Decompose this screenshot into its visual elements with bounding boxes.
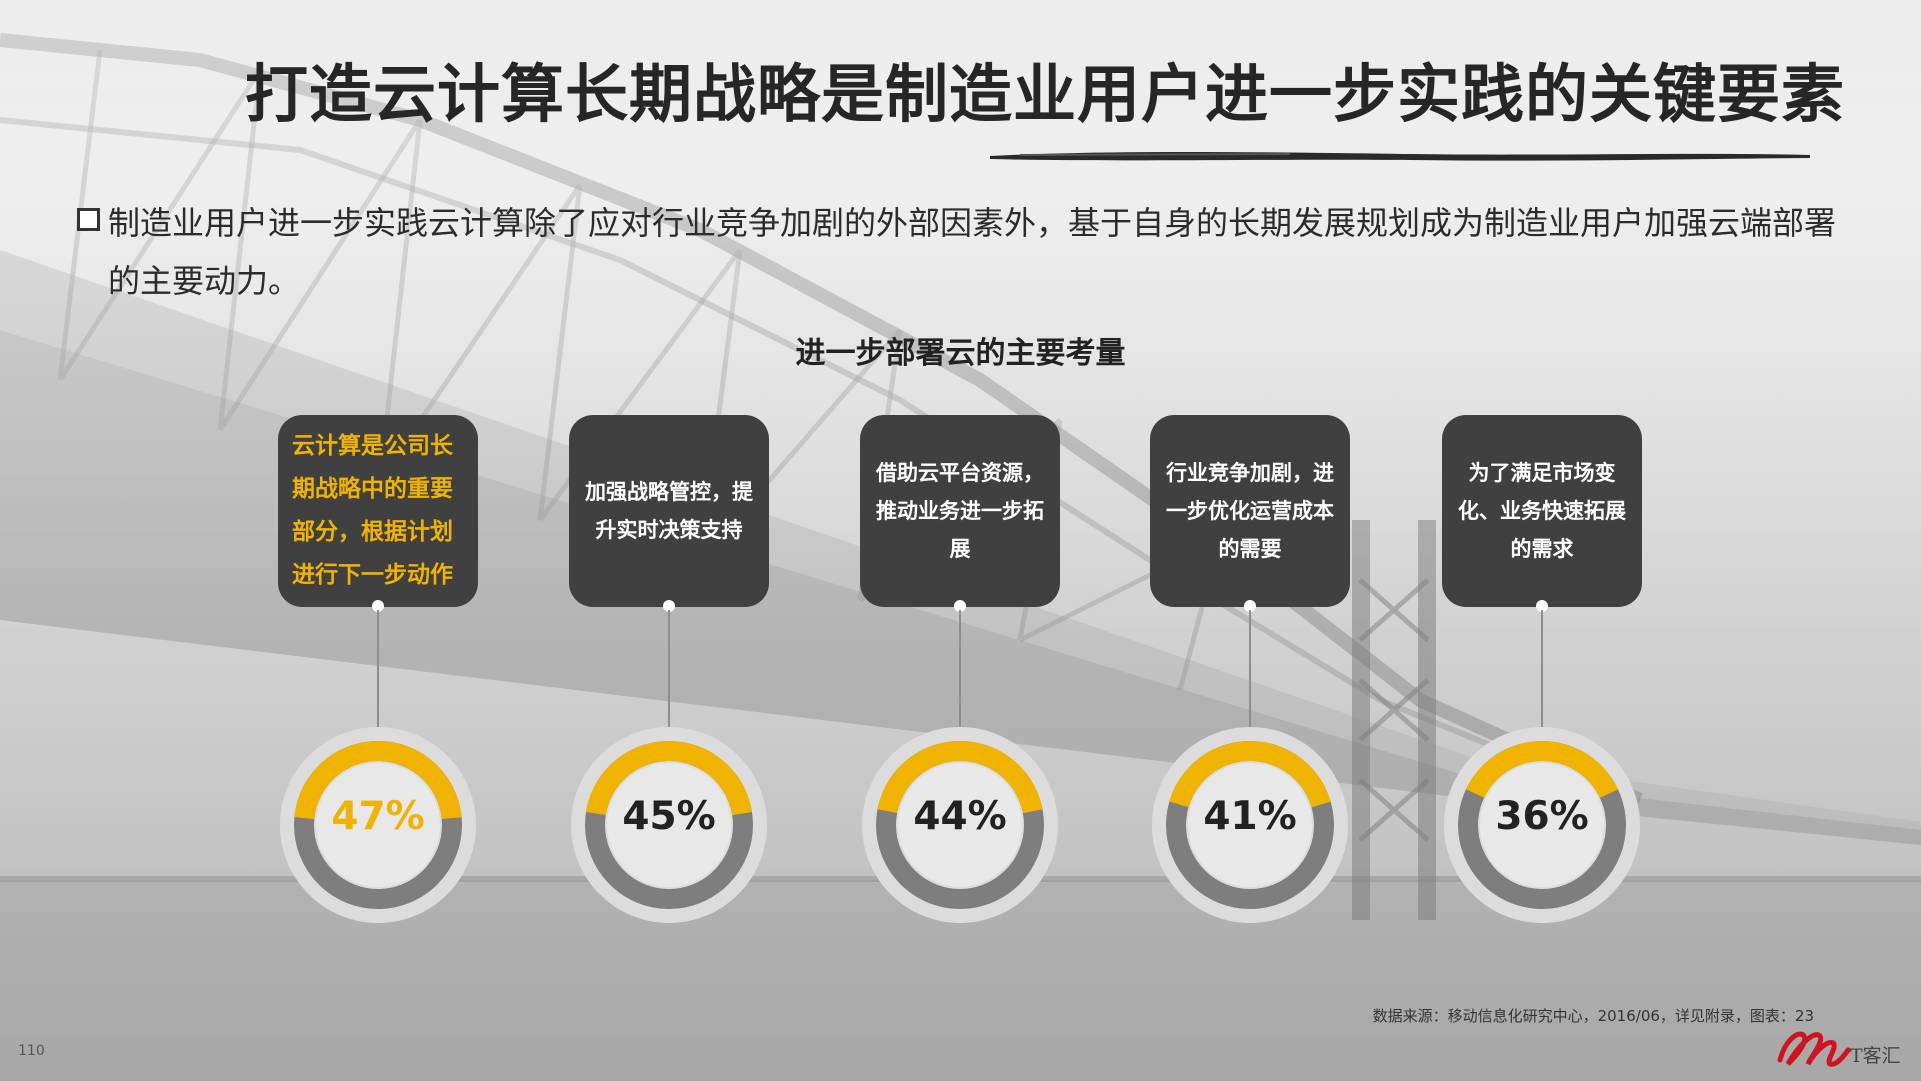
- category-card: 行业竞争加剧，进一步优化运营成本的需要: [1150, 415, 1350, 607]
- donut-ring: [571, 727, 767, 923]
- donut-center-disc: [1188, 763, 1312, 887]
- chart-title: 进一步部署云的主要考量: [795, 336, 1126, 371]
- connector-line: [668, 610, 670, 728]
- category-label: 行业竞争加剧，进一步优化运营成本的需要: [1166, 461, 1334, 561]
- category-label: 借助云平台资源，推动业务进一步拓展: [876, 461, 1044, 561]
- data-source-note: 数据来源：移动信息化研究中心，2016/06，详见附录，图表：23: [1372, 1007, 1814, 1025]
- category-label: 为了满足市场变化、业务快速拓展的需求: [1458, 461, 1626, 561]
- connector-dot: [663, 600, 675, 612]
- donut-center-disc: [316, 763, 440, 887]
- connector-line: [959, 610, 961, 728]
- logo-mark-icon: [1777, 1031, 1851, 1067]
- connector-line: [377, 610, 379, 728]
- percent-label: 47%: [331, 794, 425, 839]
- category-card: 为了满足市场变化、业务快速拓展的需求: [1442, 415, 1642, 607]
- donut-center-disc: [1480, 763, 1604, 887]
- page-number: 110: [18, 1043, 45, 1059]
- intro-paragraph: 制造业用户进一步实践云计算除了应对行业竞争加剧的外部因素外，基于自身的长期发展规…: [108, 204, 1837, 300]
- connector-dot: [372, 600, 384, 612]
- bullet-square-icon: [77, 208, 100, 231]
- page-title: 打造云计算长期战略是制造业用户进一步实践的关键要素: [245, 58, 1845, 131]
- connector-line: [1249, 610, 1251, 728]
- percent-label: 44%: [913, 794, 1007, 839]
- donut-ring: [862, 727, 1058, 923]
- logo-text: T客汇: [1850, 1045, 1901, 1067]
- percent-label: 45%: [622, 794, 716, 839]
- brush-stroke-divider: [990, 152, 1810, 161]
- percent-label: 36%: [1495, 794, 1589, 839]
- connector-line: [1541, 610, 1543, 728]
- category-card: 云计算是公司长期战略中的重要部分，根据计划进行下一步动作: [278, 415, 478, 607]
- connector-dot: [1244, 600, 1256, 612]
- percent-label: 41%: [1203, 794, 1297, 839]
- connector-dot: [1536, 600, 1548, 612]
- donut-ring: [280, 727, 476, 923]
- category-label: 云计算是公司长期战略中的重要部分，根据计划进行下一步动作: [292, 433, 453, 588]
- donut-ring: [1444, 727, 1640, 923]
- category-label: 加强战略管控，提升实时决策支持: [585, 480, 753, 542]
- donut-center-disc: [607, 763, 731, 887]
- connector-dot: [954, 600, 966, 612]
- donut-value-arc: [585, 740, 754, 909]
- donut-value-arc: [1458, 741, 1626, 909]
- donut-ring: [1152, 727, 1348, 923]
- category-card: 借助云平台资源，推动业务进一步拓展: [860, 415, 1060, 607]
- category-card: 加强战略管控，提升实时决策支持: [569, 415, 769, 607]
- donut-center-disc: [898, 763, 1022, 887]
